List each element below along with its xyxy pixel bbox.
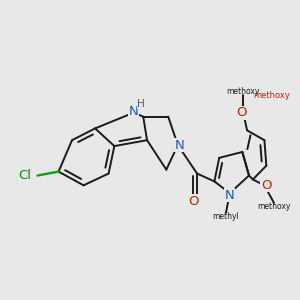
- Text: methoxy: methoxy: [257, 202, 291, 211]
- Text: methyl: methyl: [213, 212, 239, 221]
- Text: O: O: [188, 194, 199, 208]
- Text: H: H: [137, 99, 145, 109]
- Text: N: N: [129, 105, 139, 118]
- Text: N: N: [225, 189, 235, 202]
- Text: O: O: [236, 106, 247, 119]
- Text: methoxy: methoxy: [226, 87, 260, 96]
- Text: N: N: [175, 139, 184, 152]
- Text: O: O: [261, 179, 272, 192]
- Text: Cl: Cl: [19, 169, 32, 182]
- Text: methoxy: methoxy: [253, 91, 290, 100]
